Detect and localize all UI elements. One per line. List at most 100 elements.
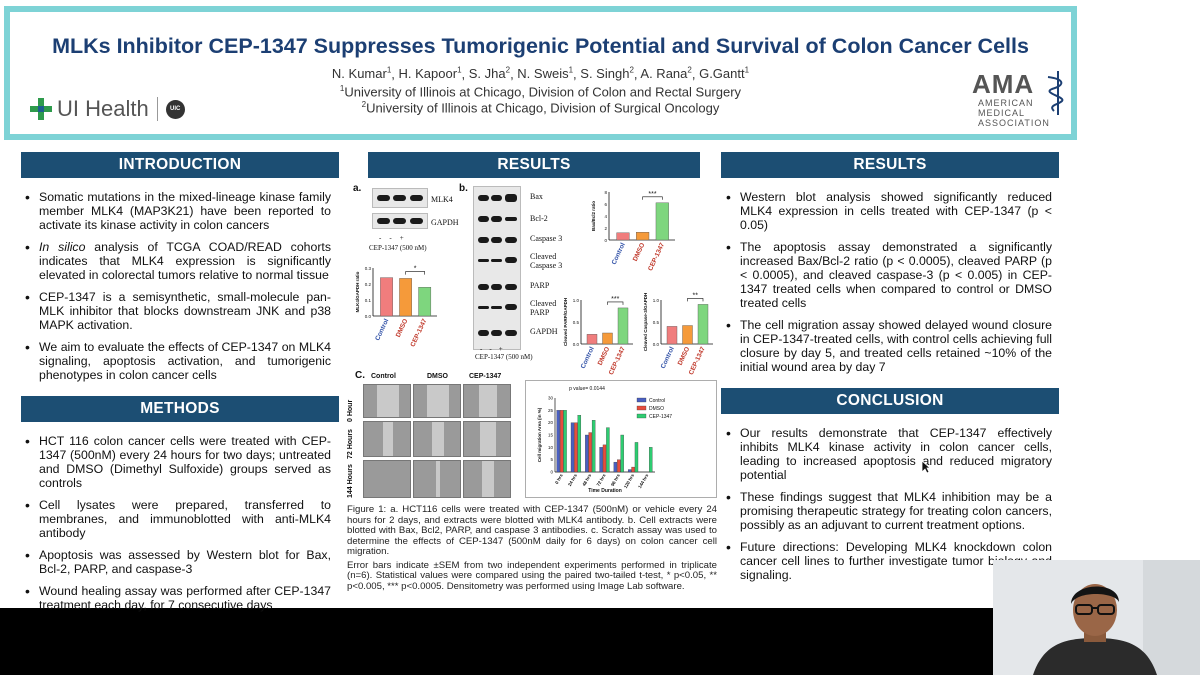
- methods-bullet: Apoptosis was assessed by Western blot f…: [21, 548, 331, 576]
- wound-gap: [427, 385, 449, 417]
- x-axis-label: Time Duration: [588, 488, 622, 494]
- category-label: CEP-1347: [409, 318, 428, 348]
- significance-bracket: [607, 301, 624, 305]
- apoptosis-blots: [473, 186, 521, 350]
- significance-bracket: [642, 196, 663, 200]
- blot-label: Cleaved PARP: [530, 299, 557, 317]
- author-name: S. Singh2: [580, 66, 634, 82]
- micro-col-label: Control: [371, 373, 396, 380]
- results-bullet: The apoptosis assay demonstrated a signi…: [722, 240, 1052, 310]
- tick-label: 0: [550, 470, 553, 475]
- scratch-micrograph: [413, 384, 461, 418]
- conclusion-body: Our results demonstrate that CEP-1347 ef…: [722, 426, 1052, 590]
- lane-marks-a: --+: [379, 234, 412, 242]
- legend-label: DMSO: [649, 406, 664, 412]
- blot-label: Caspase 3: [530, 234, 563, 243]
- bar: [570, 422, 575, 473]
- scratch-micrograph: [363, 460, 411, 498]
- tick-label: 20: [548, 420, 554, 425]
- bar: [631, 466, 635, 473]
- presenter-webcam: [993, 560, 1200, 675]
- legend-label: CEP-1347: [649, 414, 672, 420]
- bar: [585, 434, 589, 473]
- y-axis-label: Cleaved Caspase-3/GAPDH: [643, 293, 648, 352]
- conclusion-bullet: These findings suggest that MLK4 inhibit…: [722, 490, 1052, 532]
- mlk4-blot: [372, 188, 428, 208]
- ama-subtext: AMERICAN MEDICAL ASSOCIATION: [978, 98, 1050, 128]
- category-label: DMSO: [677, 346, 692, 367]
- bar: [380, 277, 393, 317]
- results-heading-right: RESULTS: [721, 152, 1059, 178]
- bar: [599, 447, 603, 473]
- bar: [636, 232, 650, 241]
- introduction-body: Somatic mutations in the mixed-lineage k…: [21, 190, 331, 390]
- wound-gap: [436, 461, 440, 497]
- legend-label: Control: [649, 398, 665, 404]
- y-axis-label: Cell migration Area (in %): [537, 407, 542, 462]
- wound-gap: [479, 385, 497, 417]
- wound-gap: [377, 385, 399, 417]
- bar: [586, 334, 598, 345]
- author-name: H. Kapoor1: [398, 66, 462, 82]
- significance-bracket: [687, 298, 704, 302]
- scratch-micrograph: [463, 384, 511, 418]
- bar: [649, 447, 653, 473]
- category-label: Control: [374, 318, 390, 342]
- blot-label: MLK4: [431, 195, 453, 204]
- micro-row-label: 144 Hours: [347, 464, 354, 498]
- tick-label: 0.5: [573, 320, 580, 325]
- y-axis-label: Cleaved PARP/GAPDH: [563, 298, 568, 346]
- wound-gap: [383, 422, 393, 456]
- category-label: DMSO: [395, 318, 410, 339]
- tick-label: 0.0: [365, 314, 372, 319]
- tick-label: 2: [604, 226, 607, 231]
- bar: [556, 410, 560, 473]
- results-bullet: The cell migration assay showed delayed …: [722, 318, 1052, 374]
- methods-body: HCT 116 colon cancer cells were treated …: [21, 434, 331, 620]
- tick-label: 30: [548, 396, 554, 401]
- ama-wordmark: AMA: [972, 69, 1035, 99]
- scratch-micrograph: [363, 421, 411, 457]
- significance-label: ***: [648, 191, 656, 198]
- category-label: 24 hrs: [567, 473, 578, 487]
- significance-label: ***: [611, 296, 619, 303]
- panel-c-letter: C.: [355, 370, 365, 381]
- author-list: N. Kumar1, H. Kapoor1, S. Jha2, N. Sweis…: [331, 66, 750, 82]
- conclusion-heading: CONCLUSION: [721, 388, 1059, 414]
- methods-bullet: HCT 116 colon cancer cells were treated …: [21, 434, 331, 490]
- bar: [606, 427, 610, 473]
- poster-slide: MLKs Inhibitor CEP-1347 Suppresses Tumor…: [0, 0, 1200, 608]
- mouse-cursor-icon: [921, 460, 931, 474]
- category-label: 72 hrs: [596, 473, 607, 487]
- presenter-avatar-icon: [993, 560, 1200, 675]
- category-label: Control: [660, 346, 676, 370]
- blot-label: Cleaved Caspase 3: [530, 252, 563, 270]
- tick-label: 4: [604, 214, 607, 219]
- bar: [418, 287, 432, 317]
- results-heading-center: RESULTS: [368, 152, 700, 178]
- y-axis-label: Bax/Bcl2 ratio: [591, 201, 596, 231]
- author-name: G.Gantt1: [699, 66, 750, 82]
- ui-health-cross-icon: [30, 98, 52, 120]
- staff-of-asclepius-icon: [1047, 71, 1064, 115]
- tick-label: 0.0: [653, 342, 660, 347]
- tick-label: 1.0: [653, 298, 660, 303]
- tick-label: 6: [604, 202, 607, 207]
- scratch-micrograph: [413, 421, 461, 457]
- blot-label: GAPDH: [431, 218, 459, 227]
- chart-title: p value= 0.0144: [569, 386, 605, 392]
- bar: [634, 442, 639, 473]
- ama-logo: AMA AMERICAN MEDICAL ASSOCIATION: [972, 69, 1072, 135]
- methods-heading: METHODS: [21, 396, 339, 422]
- scratch-micrograph: [363, 384, 411, 418]
- results-body: Western blot analysis showed significant…: [722, 190, 1052, 382]
- tick-label: 1.0: [573, 298, 580, 303]
- tick-label: 0: [604, 238, 607, 243]
- scratch-micrograph: [413, 460, 461, 498]
- ui-health-text: UI Health: [57, 96, 149, 121]
- significance-label: *: [414, 266, 417, 273]
- category-label: CEP-1347: [647, 242, 666, 272]
- figure-caption: Figure 1: a. HCT116 cells were treated w…: [347, 504, 717, 592]
- scratch-assay-images: [363, 384, 515, 498]
- bar: [559, 410, 564, 473]
